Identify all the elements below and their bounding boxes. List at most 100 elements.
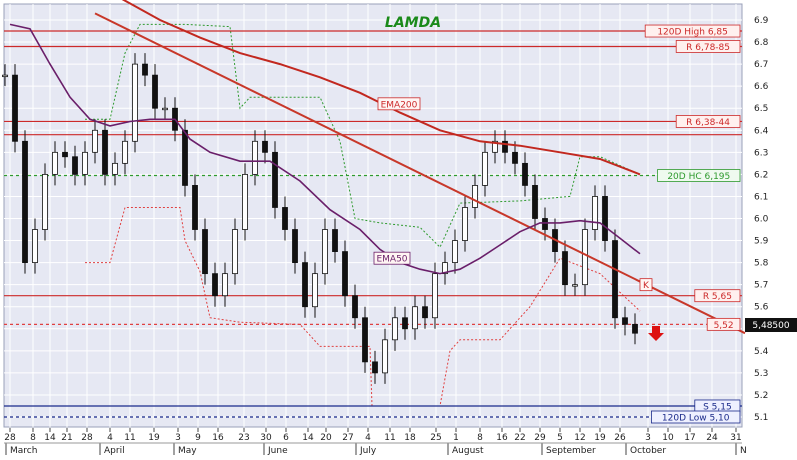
y-tick-label: 6.8 (754, 38, 769, 48)
candle-body (282, 207, 288, 230)
candle-body (212, 273, 218, 297)
upper-channel-line (85, 23, 641, 249)
x-tick-label: 4 (107, 433, 113, 443)
candle-body (632, 323, 638, 334)
level-label: R 5,65 (703, 292, 732, 302)
x-tick-label: 30 (260, 433, 272, 443)
k-tag-box (639, 278, 653, 292)
candle-body (542, 218, 548, 230)
candle-body (612, 240, 618, 319)
candle-body (442, 262, 448, 275)
candle-body (12, 74, 18, 142)
candle-body (492, 140, 498, 153)
x-tick-label: 14 (302, 433, 314, 443)
level-label-box (694, 289, 741, 303)
last-price-label: 5,48500 (752, 321, 789, 331)
x-tick-label: 25 (430, 433, 441, 443)
x-tick-label: 5 (557, 433, 563, 443)
candle-body (472, 185, 478, 208)
x-tick-label: 11 (384, 433, 395, 443)
candle-body (412, 306, 418, 330)
candle-body (82, 151, 88, 175)
candle-body (322, 229, 328, 275)
level-label: R 6,78-85 (686, 43, 730, 53)
x-tick-label: 16 (496, 433, 508, 443)
ema50-tag-box (373, 251, 411, 265)
level-label-box (657, 169, 741, 182)
candle-body (152, 74, 158, 109)
candle-body (182, 129, 188, 186)
level-label-box (675, 115, 741, 128)
candle-body (342, 251, 348, 297)
y-tick-label: 6.3 (754, 148, 768, 158)
x-tick-label: 6 (283, 433, 289, 443)
y-tick-label: 6.9 (754, 16, 769, 26)
month-label: August (452, 446, 484, 456)
x-tick-label: 4 (365, 433, 371, 443)
x-tick-label: 24 (706, 433, 718, 443)
candle-body (572, 284, 578, 287)
candle-body (252, 140, 258, 175)
month-label: March (10, 446, 37, 456)
candle-body (242, 173, 248, 230)
lower-channel-line (85, 207, 641, 407)
candle-body (432, 273, 438, 319)
x-tick-label: 27 (342, 433, 353, 443)
candle-body (512, 151, 518, 164)
x-tick-label: 11 (124, 433, 135, 443)
level-label: 20D HC 6,195 (667, 172, 730, 182)
candle-body (292, 229, 298, 264)
y-tick-label: 6.2 (754, 170, 768, 180)
level-labels: 120D High 6,85 R 6,78-85 R 6,38-44 20D HC 6… (373, 24, 741, 424)
ema200-line (121, 0, 641, 176)
candle-body (502, 140, 508, 153)
candle-body (222, 273, 228, 297)
x-tick-label: 21 (61, 433, 72, 443)
candle-body (102, 129, 108, 175)
candle-body (52, 151, 58, 175)
candle-body (112, 162, 118, 175)
down-arrow-icon (648, 326, 664, 341)
candle-body (402, 317, 408, 330)
x-tick-label: 28 (81, 433, 93, 443)
level-label: 5,52 (714, 321, 734, 331)
month-label: N (740, 446, 747, 456)
indicator-lines (9, 0, 746, 335)
candle-body (372, 361, 378, 374)
x-tick-label: 20 (320, 433, 332, 443)
ema200-tag-box (377, 97, 421, 111)
month-label: July (359, 446, 377, 456)
x-tick-label: 19 (594, 433, 606, 443)
x-tick-label: 10 (662, 433, 674, 443)
level-label: R 6,38-44 (686, 118, 730, 128)
y-tick-label: 6.1 (754, 192, 768, 202)
candle-body (72, 156, 78, 175)
candle-body (32, 229, 38, 264)
candle-body (592, 196, 598, 230)
level-label: 120D High 6,85 (657, 28, 728, 38)
month-label: September (546, 446, 596, 456)
candle-body (352, 295, 358, 319)
x-tick-label: 8 (30, 433, 36, 443)
k-tag: K (643, 281, 650, 291)
x-tick-label: 1 (453, 433, 459, 443)
candle-body (332, 229, 338, 252)
x-tick-label: 8 (477, 433, 483, 443)
y-tick-label: 5.3 (754, 369, 768, 379)
candle-body (22, 140, 28, 264)
y-tick-label: 5.7 (754, 281, 768, 291)
candle-body (422, 306, 428, 319)
candle-body (62, 151, 68, 158)
x-tick-label: 22 (514, 433, 525, 443)
ema50-tag: EMA50 (376, 255, 407, 265)
y-tick-label: 5.1 (754, 413, 768, 423)
level-label: 120D Low 5,10 (662, 414, 730, 424)
x-tick-label: 31 (730, 433, 741, 443)
candle-body (122, 140, 128, 164)
x-tick-label: 17 (684, 433, 695, 443)
candle-body (192, 185, 198, 230)
candle-body (132, 63, 138, 142)
level-label: S 5,15 (703, 402, 732, 412)
plot-area (3, 3, 743, 428)
